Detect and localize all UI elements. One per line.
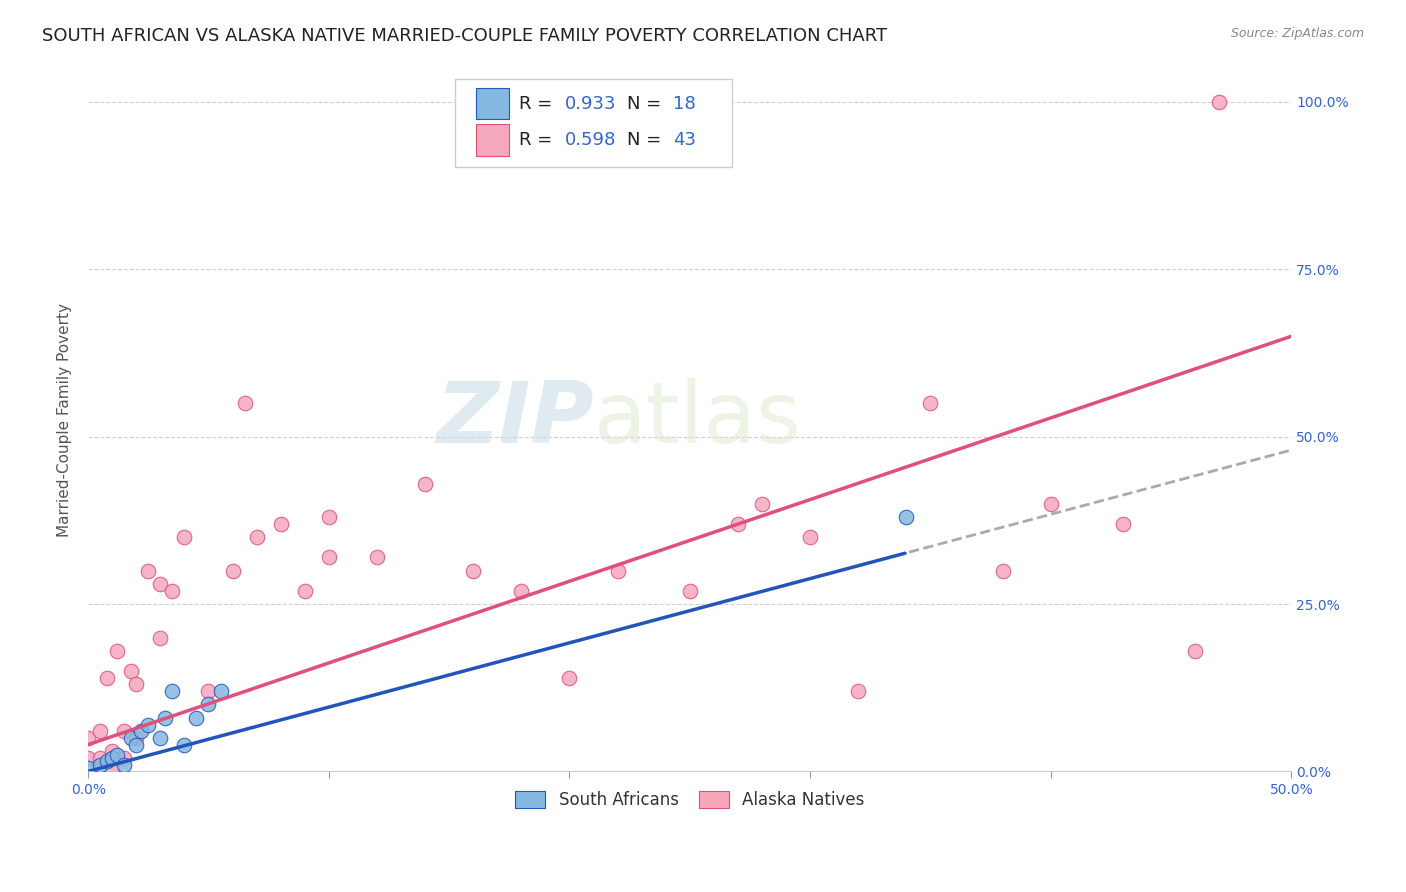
Point (197, 698, 219, 712)
Point (121, 731, 143, 745)
Text: 43: 43 (673, 131, 696, 149)
Point (162, 583, 184, 598)
Point (1112, 516, 1135, 531)
Text: atlas: atlas (593, 378, 801, 461)
Point (96, 671, 118, 685)
Point (606, 564, 628, 578)
Point (1039, 497, 1062, 511)
Point (125, 677, 148, 691)
Point (366, 550, 388, 565)
Point (173, 738, 195, 752)
Point (318, 510, 340, 524)
Point (105, 644, 128, 658)
Point (173, 530, 195, 544)
Text: 0.933: 0.933 (565, 95, 616, 112)
Point (121, 664, 143, 678)
Point (153, 711, 176, 725)
Point (96, 755, 118, 769)
Text: N =: N = (627, 131, 668, 149)
Bar (475, 124, 509, 156)
Text: Source: ZipAtlas.com: Source: ZipAtlas.com (1230, 27, 1364, 40)
Y-axis label: Married-Couple Family Poverty: Married-Couple Family Poverty (58, 303, 72, 537)
Point (679, 583, 702, 598)
Point (209, 684, 232, 698)
Point (246, 530, 269, 544)
Point (77, 761, 100, 775)
Legend: South Africans, Alaska Natives: South Africans, Alaska Natives (509, 784, 870, 816)
Point (413, 476, 436, 491)
Point (558, 671, 581, 685)
Point (846, 684, 869, 698)
Point (991, 564, 1014, 578)
Point (89, 724, 111, 739)
Text: 18: 18 (673, 95, 696, 112)
Point (125, 731, 148, 745)
Point (105, 747, 128, 762)
Point (920, 396, 942, 410)
Point (101, 744, 124, 758)
Text: SOUTH AFRICAN VS ALASKA NATIVE MARRIED-COUPLE FAMILY POVERTY CORRELATION CHART: SOUTH AFRICAN VS ALASKA NATIVE MARRIED-C… (42, 27, 887, 45)
Point (510, 583, 533, 598)
Point (162, 684, 184, 698)
Point (77, 731, 100, 745)
Point (727, 516, 749, 531)
Point (294, 583, 316, 598)
Point (233, 396, 256, 410)
Point (221, 564, 243, 578)
Point (125, 738, 148, 752)
Point (77, 751, 100, 765)
Point (799, 530, 821, 544)
Point (149, 731, 172, 745)
Point (112, 751, 135, 765)
FancyBboxPatch shape (456, 79, 733, 167)
Point (101, 761, 124, 775)
Text: R =: R = (519, 95, 558, 112)
Point (197, 684, 219, 698)
Text: 0.598: 0.598 (565, 131, 616, 149)
Point (89, 757, 111, 772)
Text: R =: R = (519, 131, 558, 149)
Point (129, 724, 152, 739)
Point (136, 564, 159, 578)
Point (112, 757, 135, 772)
Text: ZIP: ZIP (436, 378, 593, 461)
Point (270, 516, 292, 531)
Point (149, 631, 172, 645)
Point (751, 497, 773, 511)
Point (1208, 95, 1230, 109)
Point (89, 751, 111, 765)
Point (318, 550, 340, 565)
Point (1184, 644, 1206, 658)
Point (896, 510, 918, 524)
Bar (475, 87, 509, 120)
Point (112, 724, 135, 739)
Point (149, 577, 172, 591)
Point (101, 751, 124, 765)
Text: N =: N = (627, 95, 668, 112)
Point (136, 717, 159, 731)
Point (186, 711, 208, 725)
Point (463, 564, 485, 578)
